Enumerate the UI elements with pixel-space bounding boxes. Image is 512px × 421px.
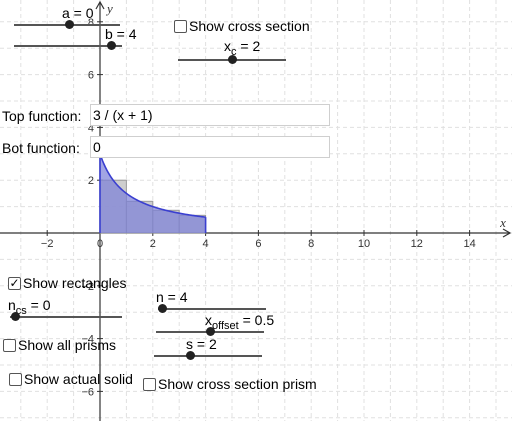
show-actual-solid-checkbox[interactable]: Show actual solid <box>9 371 133 387</box>
x-tick-label: 6 <box>255 238 261 250</box>
x-tick-label: 4 <box>203 238 209 250</box>
x-tick-label: 2 <box>150 238 156 250</box>
area-under-curve <box>100 153 206 233</box>
y-tick-label: 8 <box>88 17 94 29</box>
show-rectangles-label: Show rectangles <box>23 275 127 291</box>
slider-xoffset[interactable] <box>156 326 264 338</box>
x-tick-label: 0 <box>97 238 103 250</box>
y-tick-label: −2 <box>81 281 94 293</box>
slider-xc-label: xc = 2 <box>224 38 261 58</box>
slider-b[interactable] <box>14 40 122 52</box>
y-tick-label: −4 <box>81 334 94 346</box>
plot-area <box>99 153 207 234</box>
checkbox-checked-icon[interactable]: ✓ <box>8 276 21 290</box>
slider-xc-value: = 2 <box>236 38 261 54</box>
slider-xoffset-value: = 0.5 <box>238 312 275 328</box>
function-curve <box>99 153 206 218</box>
slider-b-knob[interactable] <box>107 41 116 50</box>
show-actual-solid-label: Show actual solid <box>24 371 133 387</box>
top-function-input[interactable]: 3 / (x + 1) <box>90 104 330 126</box>
x-tick-label: 10 <box>358 238 370 250</box>
slider-ncs-var: n <box>8 297 16 313</box>
show-all-prisms-label: Show all prisms <box>18 337 117 353</box>
slider-ncs-value: = 0 <box>26 297 51 313</box>
slider-ncs-label: ncs = 0 <box>8 297 51 317</box>
top-function-label: Top function: <box>2 108 82 124</box>
x-tick-label: 12 <box>411 238 423 250</box>
slider-xc-subscript: c <box>231 46 237 58</box>
y-axis-arrow <box>95 0 105 10</box>
checkbox-unchecked-icon[interactable] <box>3 338 16 352</box>
show-cross-section-checkbox[interactable]: Show cross section <box>174 18 310 34</box>
slider-ncs-subscript: cs <box>15 305 27 317</box>
bot-function-input[interactable]: 0 <box>90 136 330 158</box>
slider-n-track <box>158 308 266 310</box>
slider-n[interactable] <box>158 303 266 315</box>
x-axis-label: x <box>499 215 506 230</box>
slider-s[interactable] <box>154 350 262 362</box>
slider-xoffset-label: xoffset = 0.5 <box>205 312 275 332</box>
slider-xc[interactable] <box>178 54 286 66</box>
show-cross-section-prism-checkbox[interactable]: Show cross section prism <box>143 376 317 392</box>
slider-xoffset-subscript: offset <box>212 320 239 332</box>
slider-s-label: s = 2 <box>186 336 217 352</box>
slider-xc-var: x <box>224 38 231 54</box>
y-tick-label: 6 <box>88 70 94 82</box>
slider-a-label: a = 0 <box>62 5 94 21</box>
slider-a-knob[interactable] <box>65 20 74 29</box>
checkbox-unchecked-icon[interactable] <box>143 377 156 391</box>
y-tick-label: 4 <box>88 122 94 134</box>
x-tick-label: −2 <box>41 238 54 250</box>
slider-ncs-track <box>10 316 122 318</box>
slider-n-knob[interactable] <box>158 304 167 313</box>
y-axis-label: y <box>105 1 113 16</box>
show-rectangles-checkbox[interactable]: ✓ Show rectangles <box>8 275 127 291</box>
slider-xoffset-var: x <box>205 312 212 328</box>
x-axis-arrow <box>502 228 512 238</box>
slider-b-track <box>14 45 122 47</box>
y-tick-label: 2 <box>88 175 94 187</box>
slider-ncs-knob[interactable] <box>11 312 20 321</box>
show-all-prisms-checkbox[interactable]: Show all prisms <box>3 337 116 353</box>
slider-b-label: b = 4 <box>105 26 137 42</box>
slider-ncs[interactable] <box>10 311 122 323</box>
checkbox-unchecked-icon[interactable] <box>9 372 22 386</box>
x-tick-label: 8 <box>308 238 314 250</box>
slider-a[interactable] <box>14 19 120 31</box>
show-cross-section-label: Show cross section <box>189 18 310 34</box>
slider-xoffset-knob[interactable] <box>206 327 215 336</box>
bot-function-label: Bot function: <box>2 140 80 156</box>
slider-s-knob[interactable] <box>186 351 195 360</box>
show-cross-section-prism-label: Show cross section prism <box>158 376 317 392</box>
y-tick-label: −6 <box>81 386 94 398</box>
slider-xc-knob[interactable] <box>228 55 237 64</box>
slider-n-label: n = 4 <box>156 289 188 305</box>
x-tick-label: 14 <box>463 238 475 250</box>
checkbox-unchecked-icon[interactable] <box>174 19 187 33</box>
slider-s-track <box>154 355 262 357</box>
